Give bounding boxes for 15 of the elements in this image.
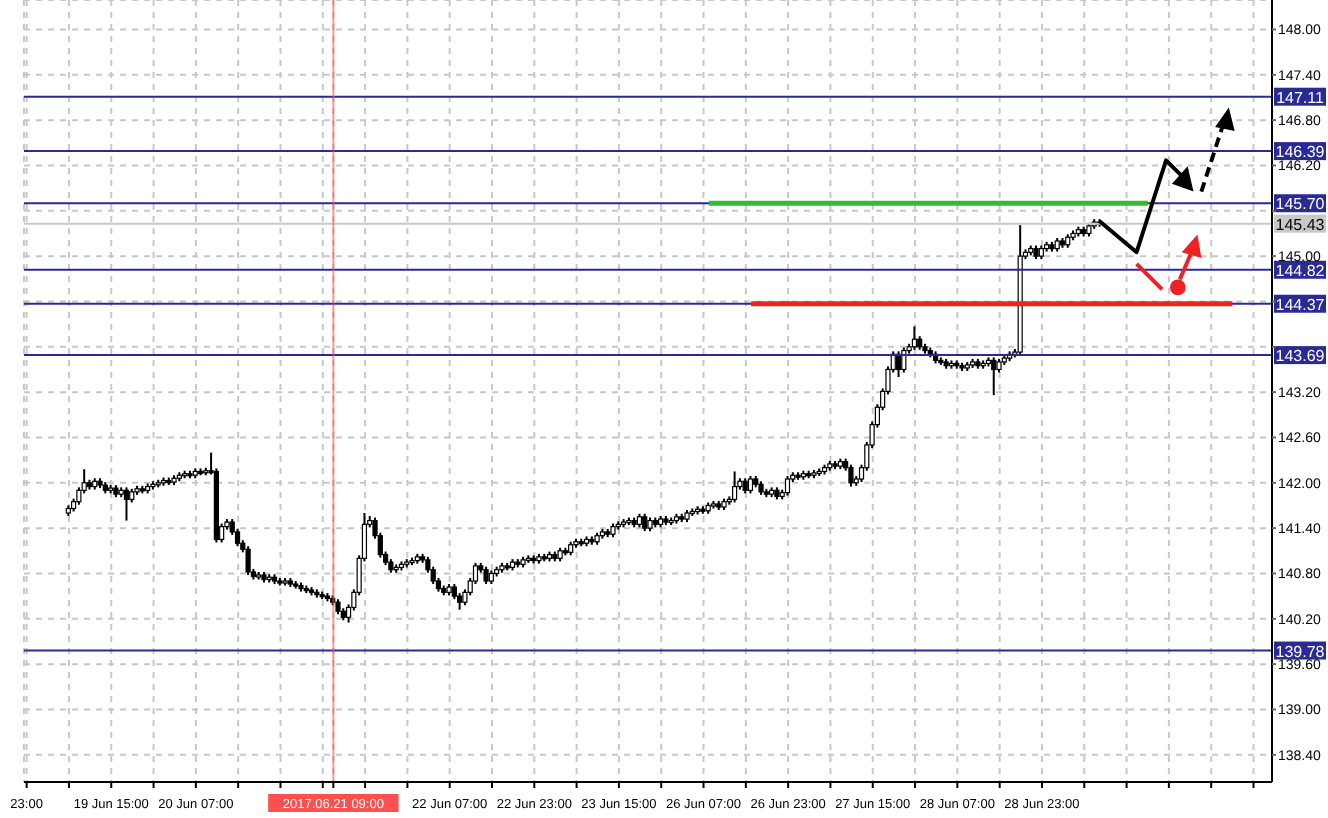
candlestick	[991, 356, 997, 397]
ref-line-label: 143.69	[1275, 347, 1326, 366]
candlestick	[245, 545, 251, 576]
candlestick	[848, 463, 854, 488]
ref-line-label: 146.39	[1275, 143, 1326, 162]
candlestick	[123, 486, 130, 522]
ref-line-label: 147.11	[1276, 88, 1325, 107]
candlestick	[732, 470, 738, 504]
ref-line-label: 139.78	[1275, 642, 1326, 661]
ref-line-label: 145.70	[1275, 195, 1326, 214]
ref-line-label: 144.37	[1275, 295, 1326, 314]
ref-line-label: 145.43	[1275, 215, 1326, 234]
candlestick	[784, 475, 791, 497]
candlestick	[911, 325, 918, 351]
ref-line-label: 144.82	[1275, 261, 1326, 280]
